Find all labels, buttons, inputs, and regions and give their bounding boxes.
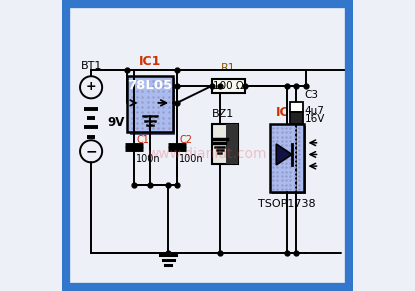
Bar <box>127 76 173 132</box>
Text: 100n: 100n <box>179 154 204 164</box>
Text: C3: C3 <box>305 91 318 100</box>
Bar <box>272 126 306 194</box>
Text: 78L05: 78L05 <box>127 79 173 92</box>
Text: C1: C1 <box>136 135 149 145</box>
Bar <box>212 79 245 93</box>
Polygon shape <box>276 144 292 165</box>
Text: BT1: BT1 <box>81 61 103 71</box>
Bar <box>130 78 175 135</box>
Text: 100n: 100n <box>136 154 161 164</box>
Text: −: − <box>85 144 97 158</box>
Bar <box>212 124 238 164</box>
Text: www.dianlut.com: www.dianlut.com <box>148 147 267 161</box>
Bar <box>226 124 238 164</box>
Text: IC1: IC1 <box>139 55 161 68</box>
Text: 16V: 16V <box>305 114 325 124</box>
Text: R1: R1 <box>221 63 236 73</box>
Bar <box>290 112 303 124</box>
Bar <box>290 102 303 112</box>
Bar <box>270 124 303 192</box>
Text: C2: C2 <box>179 135 192 145</box>
Text: 4μ7: 4μ7 <box>305 106 324 116</box>
Text: 100 Ω: 100 Ω <box>213 81 244 91</box>
Text: IC2: IC2 <box>276 106 298 119</box>
Text: +: + <box>86 80 96 93</box>
Text: 9V: 9V <box>107 116 124 129</box>
Text: BZ1: BZ1 <box>212 109 234 119</box>
Text: TSOP1738: TSOP1738 <box>258 199 316 209</box>
